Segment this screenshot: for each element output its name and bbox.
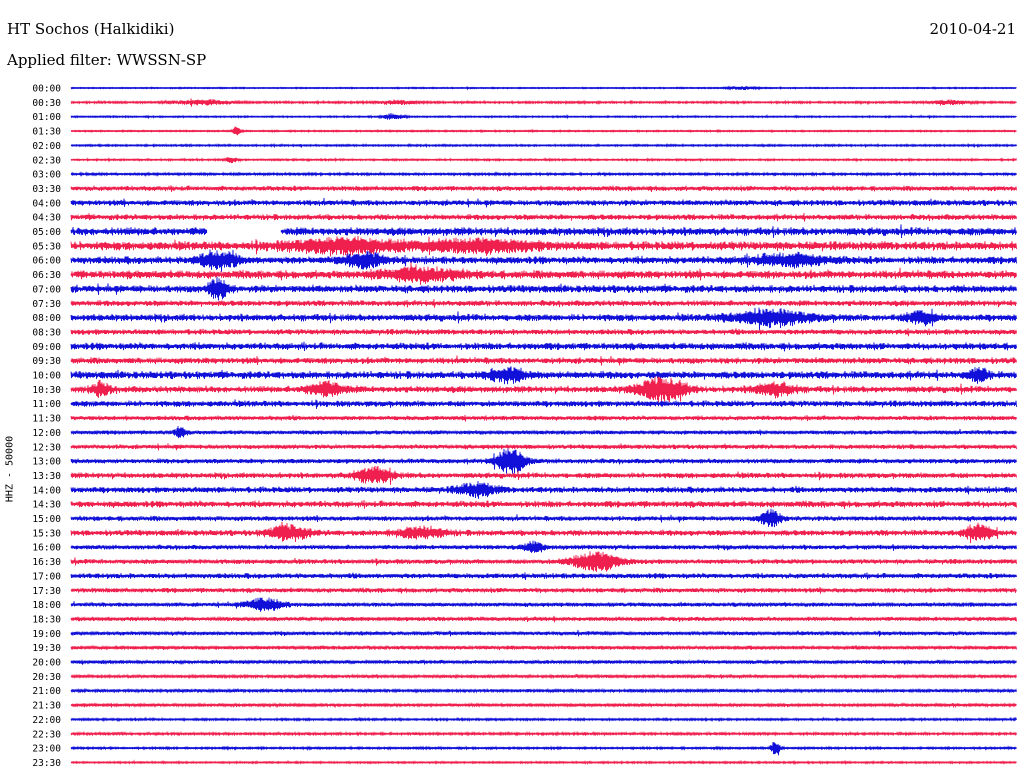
- trace-tick-label: 14:30: [32, 500, 61, 511]
- trace-tick-label: 12:30: [32, 442, 61, 453]
- trace-tick-label: 09:00: [32, 342, 61, 353]
- trace-tick-label: 17:00: [32, 571, 61, 582]
- trace-tick-label: 22:30: [32, 729, 61, 740]
- trace-tick-label: 11:30: [32, 414, 61, 425]
- trace-tick-label: 04:00: [32, 198, 61, 209]
- trace-tick-label: 20:30: [32, 672, 61, 683]
- trace-tick-label: 06:00: [32, 256, 61, 267]
- trace-tick-label: 02:30: [32, 155, 61, 166]
- trace-tick-label: 15:00: [32, 514, 61, 525]
- record-date: 2010-04-21: [929, 20, 1016, 38]
- trace-tick-label: 18:00: [32, 600, 61, 611]
- trace-tick-label: 23:00: [32, 744, 61, 755]
- trace-tick-label: 02:00: [32, 141, 61, 152]
- trace-tick-label: 23:30: [32, 758, 61, 769]
- trace-tick-label: 03:00: [32, 170, 61, 181]
- trace-tick-label: 00:30: [32, 98, 61, 109]
- trace-tick-label: 13:30: [32, 471, 61, 482]
- station-title: HT Sochos (Halkidiki): [7, 20, 175, 38]
- trace-tick-label: 18:30: [32, 614, 61, 625]
- trace-tick-label: 06:30: [32, 270, 61, 281]
- trace-tick-label: 03:30: [32, 184, 61, 195]
- trace-tick-label: 19:00: [32, 629, 61, 640]
- trace-tick-label: 10:00: [32, 371, 61, 382]
- seismic-trace: [70, 307, 1017, 331]
- trace-tick-label: 15:30: [32, 528, 61, 539]
- trace-tick-label: 07:30: [32, 299, 61, 310]
- trace-tick-label: 17:30: [32, 586, 61, 597]
- trace-tick-label: 00:00: [32, 84, 61, 95]
- trace-tick-label: 21:00: [32, 686, 61, 697]
- trace-tick-label: 14:00: [32, 485, 61, 496]
- trace-tick-label: 09:30: [32, 356, 61, 367]
- trace-tick-label: 05:00: [32, 227, 61, 238]
- trace-tick-label: 20:00: [32, 658, 61, 669]
- trace-tick-label: 12:00: [32, 428, 61, 439]
- trace-tick-label: 05:30: [32, 241, 61, 252]
- filter-label: Applied filter: WWSSN-SP: [7, 51, 207, 69]
- trace-tick-label: 10:30: [32, 385, 61, 396]
- trace-tick-label: 08:00: [32, 313, 61, 324]
- trace-tick-label: 16:00: [32, 543, 61, 554]
- data-gap: [207, 223, 281, 240]
- trace-tick-label: 01:00: [32, 112, 61, 123]
- trace-tick-label: 21:30: [32, 701, 61, 712]
- trace-tick-label: 11:00: [32, 399, 61, 410]
- trace-tick-label: 19:30: [32, 643, 61, 654]
- trace-tick-label: 16:30: [32, 557, 61, 568]
- trace-tick-label: 01:30: [32, 127, 61, 138]
- trace-tick-label: 08:30: [32, 327, 61, 338]
- trace-tick-label: 13:00: [32, 457, 61, 468]
- trace-tick-label: 07:00: [32, 284, 61, 295]
- trace-tick-label: 22:00: [32, 715, 61, 726]
- trace-tick-label: 04:30: [32, 213, 61, 224]
